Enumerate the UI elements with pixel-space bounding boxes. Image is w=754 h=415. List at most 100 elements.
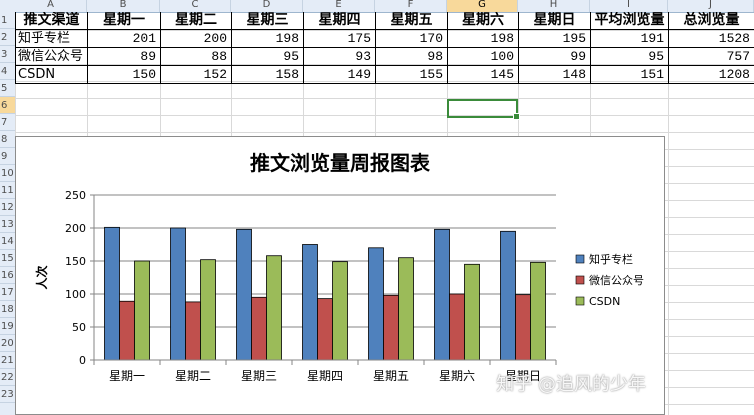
table-cell[interactable]: 195 <box>562 31 586 46</box>
row-header-12[interactable]: 12 <box>0 199 15 216</box>
row-header-5[interactable]: 5 <box>0 80 15 97</box>
row-header-16[interactable]: 16 <box>0 267 15 284</box>
table-cell[interactable]: 757 <box>726 49 750 64</box>
table-border-row <box>15 29 754 30</box>
table-header-cell[interactable]: 星期六 <box>462 12 504 28</box>
table-header-cell[interactable]: 星期一 <box>103 12 145 28</box>
grid-row-line <box>15 64 754 65</box>
bar-CSDN-星期六 <box>464 263 480 361</box>
table-cell[interactable]: 151 <box>640 67 664 82</box>
table-cell[interactable]: 170 <box>419 31 443 46</box>
chart-title: 推文浏览量周报图表 <box>250 151 430 175</box>
table-cell[interactable]: 145 <box>490 67 514 82</box>
table-cell[interactable]: 148 <box>562 67 586 82</box>
table-cell[interactable]: 95 <box>648 49 664 64</box>
table-cell[interactable]: 175 <box>347 31 371 46</box>
table-cell[interactable]: 152 <box>203 67 227 82</box>
column-header-G[interactable]: G <box>447 0 518 12</box>
row-header-13[interactable]: 13 <box>0 216 15 233</box>
row-header-11[interactable]: 11 <box>0 182 15 199</box>
x-tick-label: 星期四 <box>307 369 343 383</box>
row-header-15[interactable]: 15 <box>0 250 15 267</box>
row-header-6[interactable]: 6 <box>0 97 15 114</box>
table-cell[interactable]: 191 <box>640 31 664 46</box>
fill-handle[interactable] <box>513 113 520 120</box>
bar-微信公众号-星期日 <box>515 294 531 361</box>
column-header-J[interactable]: J <box>668 0 754 12</box>
row-header-2[interactable]: 2 <box>0 29 15 46</box>
row-header-4[interactable]: 4 <box>0 63 15 80</box>
table-header-cell[interactable]: 总浏览量 <box>683 12 740 28</box>
bar-CSDN-星期四 <box>332 261 348 361</box>
table-cell[interactable]: 198 <box>275 31 299 46</box>
grid-row-line <box>15 132 754 133</box>
table-header-cell[interactable]: 平均浏览量 <box>594 12 665 28</box>
table-cell[interactable]: 88 <box>211 49 227 64</box>
row-header-14[interactable]: 14 <box>0 233 15 250</box>
active-cell-selection[interactable] <box>447 99 520 120</box>
row-header-7[interactable]: 7 <box>0 114 15 131</box>
row-header-bar: 1 2 3 4 5 6 7 8 9 10 11 12 13 14 15 16 17 18 19 20 21 22 23 <box>0 12 16 415</box>
column-header-H[interactable]: H <box>518 0 590 12</box>
table-cell[interactable]: 100 <box>490 49 514 64</box>
table-header-cell[interactable]: 星期三 <box>246 12 289 28</box>
row-header-10[interactable]: 10 <box>0 165 15 182</box>
embedded-chart[interactable]: 推文浏览量周报图表 0 50 100 150 200 250 人次 星期一 星期二 星期三 星期四 星… <box>15 136 665 415</box>
table-border-col <box>375 12 376 83</box>
column-header-E[interactable]: E <box>303 0 375 12</box>
column-header-I[interactable]: I <box>590 0 668 12</box>
grid-row-line <box>15 81 754 82</box>
table-header-cell[interactable]: 推文渠道 <box>23 12 80 28</box>
row-header-3[interactable]: 3 <box>0 46 15 63</box>
table-cell[interactable]: 98 <box>427 49 443 64</box>
table-cell[interactable]: 89 <box>140 49 156 64</box>
row-header-22[interactable]: 22 <box>0 369 15 386</box>
column-header-B[interactable]: B <box>87 0 160 12</box>
column-header-C[interactable]: C <box>160 0 231 12</box>
table-cell[interactable]: 150 <box>132 67 156 82</box>
bar-CSDN-星期二 <box>200 259 216 361</box>
table-header-cell[interactable]: 星期二 <box>175 12 217 28</box>
table-cell[interactable]: 198 <box>490 31 514 46</box>
table-header-cell[interactable]: 星期四 <box>318 12 361 28</box>
table-cell[interactable]: CSDN <box>18 67 56 82</box>
table-cell[interactable]: 155 <box>419 67 443 82</box>
row-header-1[interactable]: 1 <box>0 12 15 29</box>
table-cell[interactable]: 1208 <box>718 67 750 82</box>
row-header-23[interactable]: 23 <box>0 386 15 403</box>
row-header-9[interactable]: 9 <box>0 148 15 165</box>
row-header-17[interactable]: 17 <box>0 284 15 301</box>
column-header-F[interactable]: F <box>375 0 447 12</box>
table-border-col <box>15 12 16 83</box>
table-cell[interactable]: 99 <box>570 49 586 64</box>
column-header-A[interactable]: A <box>15 0 87 12</box>
row-header-21[interactable]: 21 <box>0 352 15 369</box>
column-header-D[interactable]: D <box>231 0 303 12</box>
table-cell[interactable]: 95 <box>283 49 299 64</box>
table-cell[interactable]: 158 <box>275 67 299 82</box>
row-header-19[interactable]: 19 <box>0 318 15 335</box>
row-header-8[interactable]: 8 <box>0 131 15 148</box>
table-cell[interactable]: 1528 <box>718 31 750 46</box>
table-cell[interactable]: 200 <box>203 31 227 46</box>
table-cell[interactable]: 知乎专栏 <box>18 31 71 46</box>
bar-知乎专栏-星期三 <box>236 228 252 361</box>
table-cell[interactable]: 微信公众号 <box>18 49 84 64</box>
legend-swatch-CSDN <box>575 296 585 306</box>
table-cell[interactable]: 201 <box>132 31 156 46</box>
table-cell[interactable]: 93 <box>355 49 371 64</box>
bar-知乎专栏-星期六 <box>434 228 450 361</box>
grid-row-line <box>15 98 754 99</box>
bar-知乎专栏-星期五 <box>368 247 384 361</box>
table-header-cell[interactable]: 星期日 <box>533 12 576 28</box>
x-tick-label: 星期六 <box>439 369 475 383</box>
row-header-20[interactable]: 20 <box>0 335 15 352</box>
bar-CSDN-星期五 <box>398 257 414 361</box>
table-border-col <box>303 12 304 83</box>
table-cell[interactable]: 149 <box>347 67 371 82</box>
table-border-col <box>87 12 88 83</box>
row-header-18[interactable]: 18 <box>0 301 15 318</box>
bar-微信公众号-星期四 <box>317 298 333 361</box>
table-header-cell[interactable]: 星期五 <box>390 12 433 28</box>
